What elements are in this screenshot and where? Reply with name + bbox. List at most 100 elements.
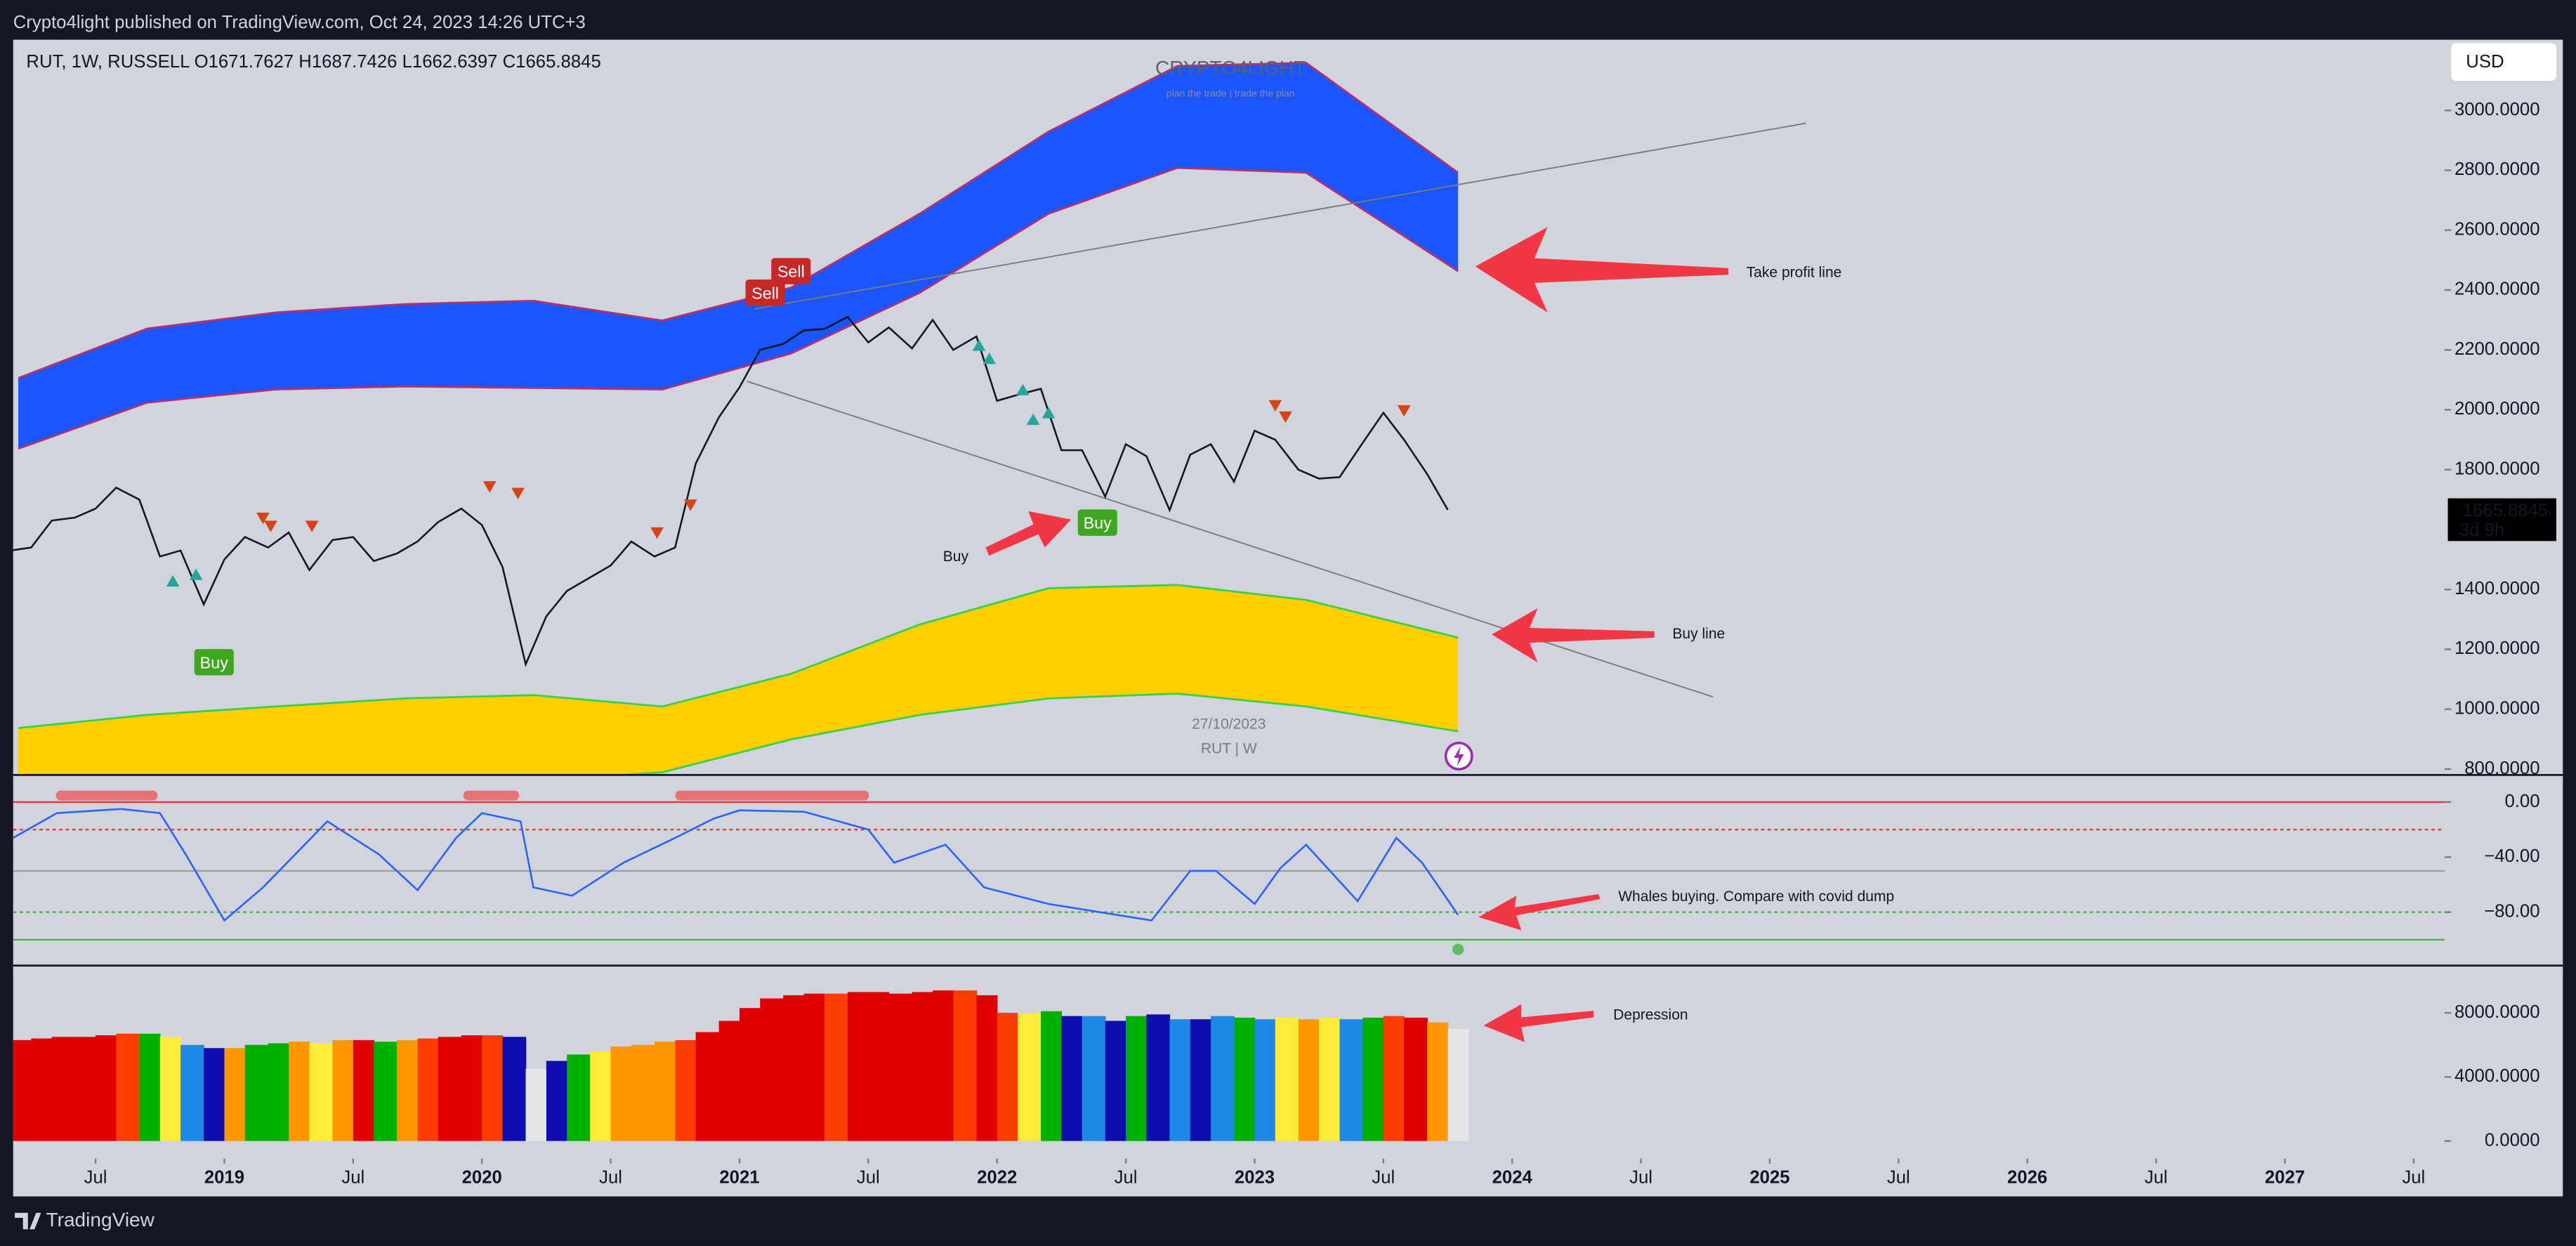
y-tick-label: 2600.0000	[2455, 219, 2540, 239]
histogram-bar	[13, 1040, 32, 1141]
signal-marker	[166, 575, 180, 587]
histogram-bar	[1018, 1013, 1041, 1141]
histogram-bar	[1234, 1017, 1256, 1141]
signal-box	[771, 258, 811, 284]
histogram-bar	[374, 1042, 397, 1141]
histogram-bar	[1362, 1017, 1384, 1141]
oscillator-pane	[13, 790, 2445, 941]
arrow	[985, 511, 1072, 556]
axes: 800.00001000.00001200.00001400.00001800.…	[84, 100, 2556, 1187]
histogram-bar	[976, 995, 998, 1141]
arrow	[1492, 608, 1655, 663]
y-tick-label: 1800.0000	[2455, 459, 2540, 478]
histogram-bar	[438, 1037, 462, 1141]
histogram-bar	[1275, 1017, 1299, 1141]
histogram-bar	[1041, 1011, 1063, 1141]
annotation: Take profit line	[1747, 264, 1842, 280]
histogram-bar	[546, 1061, 567, 1141]
histogram-bar	[224, 1048, 246, 1141]
arrow	[1478, 893, 1601, 931]
arrows	[985, 227, 1728, 1042]
signal-marker	[189, 568, 203, 580]
signal-marker	[1026, 413, 1040, 425]
band-fill	[18, 63, 1459, 449]
y-tick-label: 2000.0000	[2455, 399, 2540, 419]
x-tick-label: 2020	[462, 1167, 502, 1187]
series-line	[13, 315, 1449, 667]
histogram-bar	[610, 1046, 632, 1141]
x-tick-label: 2022	[977, 1167, 1017, 1187]
countdown-label: 3d 9h	[2459, 520, 2504, 540]
histogram-bar	[268, 1043, 289, 1141]
histogram-bar	[847, 992, 869, 1141]
histogram-bar	[525, 1068, 547, 1141]
histogram-bar	[1061, 1016, 1083, 1141]
histogram-bar	[675, 1040, 697, 1141]
histogram-pane	[13, 990, 1469, 1141]
signal-strip	[675, 790, 869, 801]
y-tick-label: 1000.0000	[2455, 699, 2540, 719]
histogram-bar	[803, 993, 825, 1141]
histogram-bar	[888, 993, 913, 1141]
histogram-bar	[1126, 1016, 1148, 1141]
signal-marker	[1268, 400, 1282, 412]
histogram-bar	[933, 990, 954, 1141]
histogram-bar	[1427, 1022, 1449, 1141]
band-edge	[18, 61, 1459, 379]
histogram-bar	[51, 1037, 76, 1141]
histogram-bar	[1298, 1019, 1320, 1141]
histogram-bar	[1319, 1017, 1341, 1141]
trend-line	[747, 381, 1714, 698]
signal-strip	[55, 790, 158, 801]
histogram-bar	[116, 1033, 140, 1141]
histogram-bar	[718, 1021, 740, 1141]
signal-marker	[972, 339, 986, 351]
last-price-box	[2447, 498, 2556, 542]
series-line	[13, 808, 1459, 922]
histogram-bar	[289, 1042, 310, 1141]
symbol-line: RUT, 1W, RUSSELL O1671.7627 H1687.7426 L…	[26, 52, 600, 72]
histogram-bar	[1211, 1016, 1235, 1141]
currency-button[interactable]	[2451, 43, 2556, 81]
signal-label: Sell	[751, 284, 779, 302]
histogram-bar	[1254, 1019, 1276, 1141]
signal-marker	[983, 353, 997, 365]
histogram-bar	[912, 992, 933, 1141]
histogram-bar	[139, 1033, 161, 1141]
histogram-bar	[953, 990, 978, 1141]
annotation: Depression	[1613, 1007, 1688, 1023]
band-fill	[18, 584, 1459, 775]
histogram-bar	[824, 993, 848, 1141]
histogram-bar	[482, 1035, 504, 1141]
y-tick-label: 1400.0000	[2455, 579, 2540, 598]
histogram-bar	[1383, 1016, 1405, 1141]
x-tick-label: 2021	[719, 1167, 759, 1187]
histogram-bar	[1447, 1028, 1469, 1141]
signal-marker	[256, 512, 270, 525]
x-tick-label: Jul	[84, 1167, 107, 1187]
histogram-bar	[461, 1035, 482, 1141]
last-price-label: 1665.8845	[2463, 501, 2549, 520]
y-tick-label: 2200.0000	[2455, 339, 2540, 359]
y-tick-label: 4000.0000	[2455, 1066, 2540, 1086]
histogram-bar	[31, 1038, 53, 1141]
x-tick-label: Jul	[341, 1167, 364, 1187]
histogram-bar	[74, 1037, 96, 1141]
x-tick-label: Jul	[1629, 1167, 1652, 1187]
y-tick-label: 0.00	[2504, 792, 2539, 811]
trend-line	[754, 122, 1806, 310]
histogram-bar	[353, 1040, 374, 1141]
histogram-bar	[180, 1044, 204, 1141]
signal-marker	[1016, 383, 1030, 395]
footer: TradingView	[15, 1209, 155, 1231]
histogram-bar	[502, 1037, 527, 1141]
histogram-bar	[997, 1013, 1018, 1141]
signal-label: Buy	[200, 653, 229, 671]
annotation: Whales buying. Compare with covid dump	[1618, 888, 1894, 905]
x-tick-label: Jul	[857, 1167, 880, 1187]
y-tick-label: 0.0000	[2485, 1130, 2540, 1150]
currency-label[interactable]: USD	[2466, 52, 2504, 72]
signal-box	[194, 649, 234, 676]
